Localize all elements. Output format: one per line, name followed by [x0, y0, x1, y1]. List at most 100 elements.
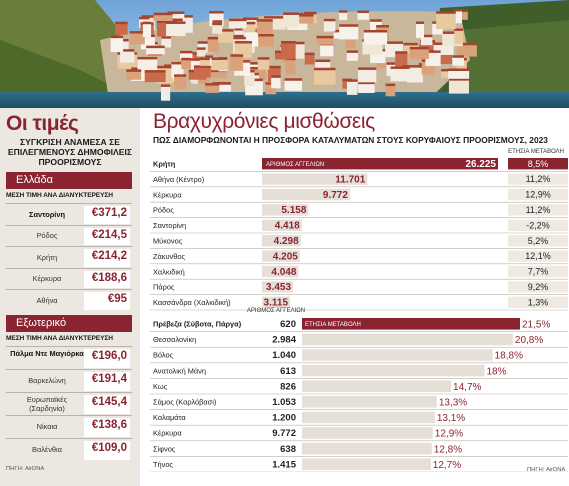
listings-value: 4.205	[273, 251, 298, 262]
photo-roof	[452, 55, 464, 58]
photo-house	[294, 43, 305, 59]
photo-house	[120, 51, 135, 63]
change-value: 12,9%	[435, 429, 463, 440]
category-label: Κρήτη	[153, 160, 176, 169]
photo-roof	[283, 12, 300, 15]
photo-roof	[456, 42, 477, 46]
photo-house	[142, 23, 152, 38]
photo-house	[281, 43, 296, 59]
photo-house	[385, 85, 396, 97]
change-bar	[302, 333, 513, 346]
change-cell	[508, 265, 568, 278]
change-cell	[508, 235, 568, 247]
category-label: Κως	[153, 382, 168, 391]
photo-house	[452, 10, 462, 24]
photo-house	[205, 85, 220, 93]
change-bar	[302, 380, 452, 392]
change-value: 8,5%	[528, 159, 549, 169]
photo-roof	[416, 21, 425, 24]
change-value: -2,2%	[526, 220, 550, 230]
photo-roof	[209, 11, 224, 14]
destination-name: Αθήνα	[36, 295, 58, 305]
photo-roof	[299, 14, 314, 17]
change-value: 12,9%	[525, 190, 551, 200]
listings-bar	[262, 204, 309, 216]
category-label: Σάμος (Καρλόβασι)	[153, 398, 216, 407]
photo-roof	[402, 65, 420, 68]
destination-name: Κέρκυρα	[32, 274, 62, 283]
change-series-label: ΕΤΗΣΙΑ ΜΕΤΑΒΟΛΗ	[305, 322, 361, 328]
photo-roof	[199, 57, 210, 61]
photo-house	[257, 59, 270, 70]
photo-house	[218, 31, 234, 43]
photo-roof	[264, 16, 286, 19]
listings-value: 5.158	[281, 205, 306, 216]
photo-roof	[209, 69, 227, 73]
change-bar	[302, 411, 435, 424]
change-cell	[508, 204, 568, 216]
photo-house	[196, 49, 206, 57]
chart-source: ΠΗΓΗ: AirDNA	[527, 467, 566, 473]
destination-name: Νίκαια	[36, 422, 58, 432]
listings-cell	[276, 411, 300, 424]
photo-roof	[243, 17, 259, 20]
photo-roof	[126, 69, 142, 72]
photo-roof	[442, 31, 463, 34]
chart-subtitle: ΠΩΣ ΔΙΑΜΟΡΦΩΝΟΝΤΑΙ Η ΠΡΟΣΦΟΡΑ ΚΑΤΑΛΥΜΑΤΩ…	[153, 135, 548, 145]
photo-roof	[146, 45, 165, 49]
photo-house	[230, 56, 244, 71]
category-label: Κέρκυρα	[153, 429, 182, 438]
destination-price: €138,6	[84, 418, 130, 437]
photo-house	[180, 52, 193, 60]
photo-roof	[304, 52, 315, 56]
photo-roof	[166, 21, 186, 24]
prices-subtitle: ΣΥΓΚΡΙΣΗ ΑΝΑΜΕΣΑ ΣΕ ΕΠΙΛΕΓΜΕΝΟΥΣ ΔΗΜΟΦΙΛ…	[7, 137, 133, 167]
photo-roof	[137, 56, 158, 60]
listings-series-label: ΑΡΙΘΜΟΣ ΑΓΓΕΛΙΩΝ	[266, 162, 324, 168]
photo-house	[313, 69, 336, 85]
photo-house	[265, 84, 277, 95]
change-value: 7,7%	[528, 267, 549, 277]
photo-roof	[230, 54, 244, 57]
listings-bar	[262, 219, 302, 231]
photo-house	[402, 67, 420, 80]
photo-house	[284, 80, 303, 91]
photo-roof	[233, 34, 244, 38]
photo-roof	[247, 62, 267, 65]
photo-house	[194, 67, 211, 78]
listings-value: 826	[280, 381, 296, 392]
listings-cell	[276, 349, 300, 361]
photo-house	[416, 23, 425, 38]
photo-house	[362, 41, 383, 55]
photo-roof	[265, 82, 277, 85]
photo-roof	[181, 57, 191, 61]
price-row: Νίκαια €138,6	[6, 415, 132, 438]
listings-value: 26.225	[465, 159, 496, 170]
town-photo	[0, 0, 569, 108]
category-label: Αθήνα (Κέντρο)	[153, 175, 204, 184]
listings-value: 4.298	[274, 236, 299, 247]
listings-value: 2.984	[272, 335, 296, 346]
change-value: 12,8%	[434, 444, 462, 455]
listings-value: 9.772	[323, 190, 348, 201]
photo-roof	[218, 29, 234, 32]
photo-house	[126, 71, 142, 80]
photo-house	[339, 12, 348, 21]
prices-source: ΠΗΓΗ: AirDNA	[6, 466, 45, 472]
listings-cell	[276, 458, 300, 470]
change-bar	[302, 364, 485, 377]
photo-roof	[271, 75, 281, 78]
change-value: 21,5%	[522, 320, 550, 331]
category-label: Σίφνος	[153, 444, 176, 453]
photo-house	[358, 83, 375, 93]
photo-roof	[294, 41, 305, 45]
photo-roof	[205, 83, 220, 86]
photo-roof	[370, 19, 382, 22]
change-value: 18,8%	[495, 351, 523, 362]
photo-house	[110, 37, 124, 52]
change-value: 11,2%	[526, 174, 551, 184]
destination-price: €95	[84, 292, 130, 310]
photo-roof	[385, 83, 396, 87]
category-label: Θεσσαλονίκη	[153, 335, 196, 344]
photo-house	[420, 36, 433, 46]
